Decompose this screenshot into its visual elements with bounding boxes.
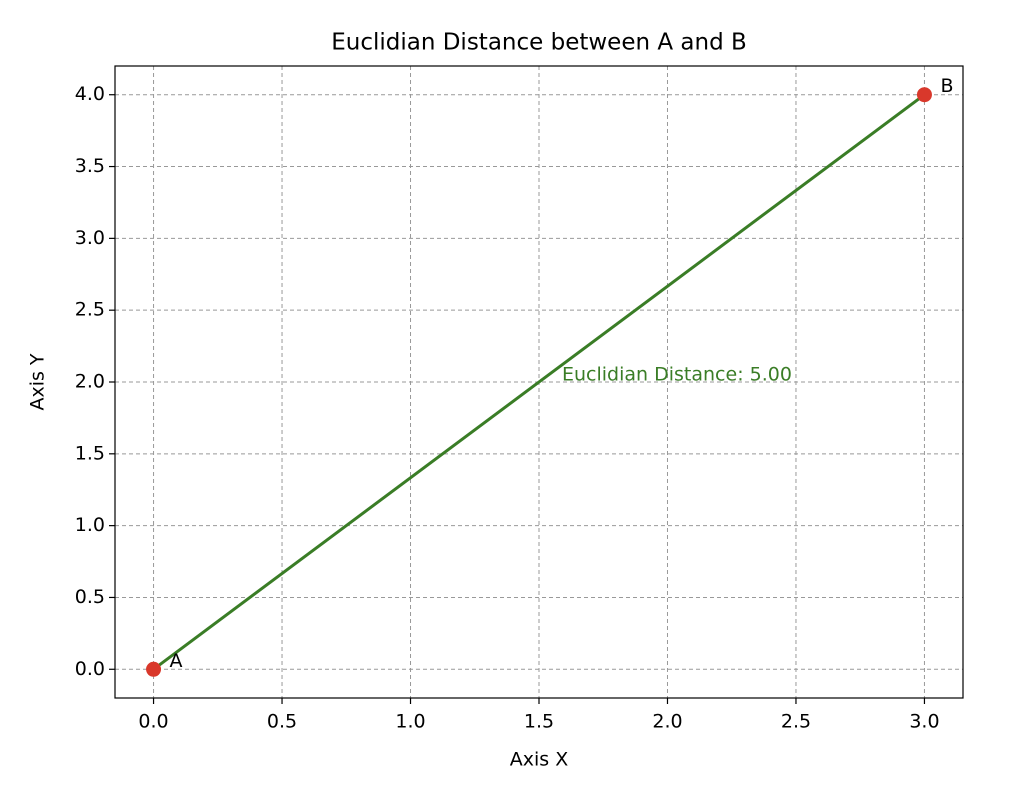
point-label: A [170, 650, 183, 672]
y-tick-label: 1.0 [75, 514, 105, 536]
y-tick-label: 4.0 [75, 83, 105, 105]
y-axis-label: Axis Y [27, 353, 49, 410]
distance-line [152, 93, 926, 671]
x-tick-label: 0.0 [138, 711, 168, 733]
y-tick-label: 3.5 [75, 155, 105, 177]
plot-frame [114, 65, 964, 699]
x-tick-label: 2.5 [781, 711, 811, 733]
x-axis-label: Axis X [510, 749, 568, 771]
chart-title: Euclidian Distance between A and B [331, 30, 747, 56]
y-tick-label: 3.0 [75, 227, 105, 249]
y-tick-label: 2.0 [75, 371, 105, 393]
y-tick-label: 0.0 [75, 658, 105, 680]
x-tick-label: 1.5 [524, 711, 554, 733]
y-tick-label: 1.5 [75, 442, 105, 464]
point-label: B [940, 75, 953, 97]
x-tick-label: 0.5 [267, 711, 297, 733]
y-tick-label: 2.5 [75, 299, 105, 321]
x-tick-label: 2.0 [652, 711, 682, 733]
y-tick-label: 0.5 [75, 586, 105, 608]
x-tick-label: 3.0 [909, 711, 939, 733]
point-marker [146, 661, 162, 677]
x-tick-label: 1.0 [395, 711, 425, 733]
point-marker [916, 87, 932, 103]
distance-annotation: Euclidian Distance: 5.00 [562, 364, 792, 386]
